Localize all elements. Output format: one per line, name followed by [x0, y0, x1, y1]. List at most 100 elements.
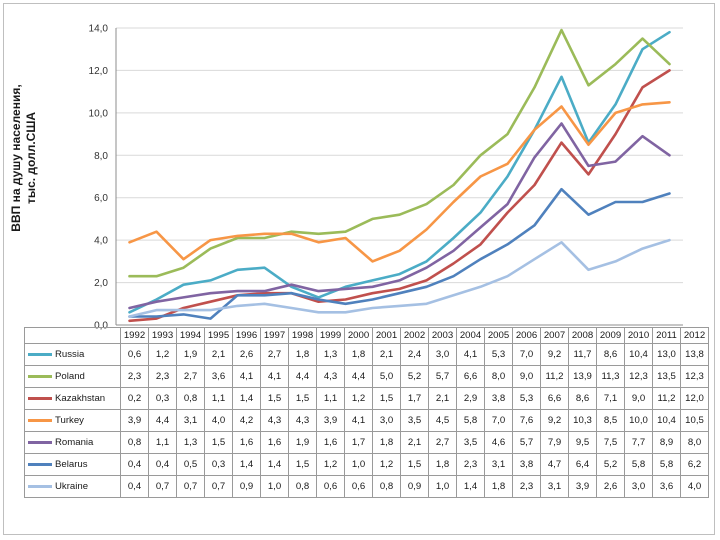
data-label: 3,0: [624, 475, 653, 498]
data-label: 8,6: [596, 343, 625, 366]
data-label: 3,9: [568, 475, 597, 498]
data-label: 9,2: [540, 343, 569, 366]
x-tick-label: 1996: [232, 327, 261, 344]
data-label: 6,4: [568, 453, 597, 476]
data-label: 1,4: [232, 387, 261, 410]
table-row-russia: Russia 0,6 1,2 1,9 2,1 2,6 2,7 1,8 1,3 1,8 2,1 2,4 3…: [24, 343, 709, 366]
data-label: 4,0: [204, 409, 233, 432]
legend-entry-ukraine: Ukraine: [24, 475, 121, 498]
data-label: 3,8: [484, 387, 513, 410]
data-label: 4,3: [260, 409, 289, 432]
data-label: 8,0: [680, 431, 709, 454]
data-label: 0,4: [120, 453, 149, 476]
data-label: 5,7: [428, 365, 457, 388]
data-label: 3,9: [120, 409, 149, 432]
data-label: 1,0: [260, 475, 289, 498]
data-label: 3,8: [512, 453, 541, 476]
data-label: 1,1: [204, 387, 233, 410]
data-label: 1,8: [344, 343, 373, 366]
data-label: 1,6: [232, 431, 261, 454]
data-label: 12,0: [680, 387, 709, 410]
data-label: 2,7: [428, 431, 457, 454]
legend-swatch: [28, 440, 52, 444]
x-tick-label: 1998: [288, 327, 317, 344]
data-label: 1,0: [428, 475, 457, 498]
data-label: 7,6: [512, 409, 541, 432]
data-label: 10,4: [652, 409, 681, 432]
data-label: 0,7: [148, 475, 177, 498]
legend-swatch: [28, 396, 52, 400]
data-label: 3,5: [456, 431, 485, 454]
data-label: 1,2: [344, 387, 373, 410]
data-label: 0,8: [288, 475, 317, 498]
data-label: 2,3: [456, 453, 485, 476]
legend-label: Russia: [55, 348, 85, 360]
data-label: 3,6: [652, 475, 681, 498]
data-label: 2,7: [176, 365, 205, 388]
data-label: 1,9: [176, 343, 205, 366]
x-tick-label: 1992: [120, 327, 149, 344]
data-label: 9,0: [512, 365, 541, 388]
table-row-turkey: Turkey 3,9 4,4 3,1 4,0 4,2 4,3 4,3 3,9 4,1 3,0 3,5 4…: [24, 409, 709, 432]
data-label: 2,1: [372, 343, 401, 366]
data-label: 4,1: [232, 365, 261, 388]
x-tick-label: 2001: [372, 327, 401, 344]
data-label: 0,6: [316, 475, 345, 498]
data-label: 5,0: [372, 365, 401, 388]
x-tick-label: 2010: [624, 327, 653, 344]
data-label: 2,3: [512, 475, 541, 498]
legend-label: Turkey: [55, 414, 84, 426]
data-label: 4,1: [344, 409, 373, 432]
table-row-ukraine: Ukraine 0,4 0,7 0,7 0,7 0,9 1,0 0,8 0,6 0,6 0,8 0,9…: [24, 475, 709, 498]
data-label: 0,7: [176, 475, 205, 498]
data-label: 2,7: [260, 343, 289, 366]
x-tick-label: 1997: [260, 327, 289, 344]
legend-entry-belarus: Belarus: [24, 453, 121, 476]
x-tick-label: 1993: [148, 327, 177, 344]
data-label: 7,7: [624, 431, 653, 454]
legend-label: Kazakhstan: [55, 392, 106, 404]
data-label: 0,2: [120, 387, 149, 410]
data-label: 4,7: [540, 453, 569, 476]
data-label: 12,3: [624, 365, 653, 388]
data-label: 11,2: [652, 387, 681, 410]
data-label: 1,8: [288, 343, 317, 366]
data-label: 0,6: [120, 343, 149, 366]
table-row-kazakhstan: Kazakhstan 0,2 0,3 0,8 1,1 1,4 1,5 1,5 1,1 1,2 1,5…: [24, 387, 709, 410]
data-label: 1,1: [316, 387, 345, 410]
data-label: 1,5: [400, 453, 429, 476]
data-label: 5,8: [456, 409, 485, 432]
data-label: 1,4: [232, 453, 261, 476]
data-label: 13,5: [652, 365, 681, 388]
data-label: 3,6: [204, 365, 233, 388]
data-label: 6,6: [540, 387, 569, 410]
data-label: 6,2: [680, 453, 709, 476]
data-label: 13,9: [568, 365, 597, 388]
legend-swatch: [28, 374, 52, 378]
data-label: 1,0: [344, 453, 373, 476]
x-tick-label: 2009: [596, 327, 625, 344]
data-label: 1,6: [316, 431, 345, 454]
data-label: 0,9: [400, 475, 429, 498]
data-label: 1,2: [316, 453, 345, 476]
x-tick-label: 2002: [400, 327, 429, 344]
x-tick-label: 1994: [176, 327, 205, 344]
data-label: 0,7: [204, 475, 233, 498]
year-header-row: 1992 1993 1994 1995 1996 1997 1998 1999 2000 2001…: [24, 327, 709, 344]
data-label: 1,1: [148, 431, 177, 454]
data-label: 10,3: [568, 409, 597, 432]
data-label: 1,4: [260, 453, 289, 476]
data-label: 2,3: [120, 365, 149, 388]
data-label: 11,3: [596, 365, 625, 388]
table-row-poland: Poland 2,3 2,3 2,7 3,6 4,1 4,1 4,4 4,3 4,4 5,0 5,2 5…: [24, 365, 709, 388]
data-label: 12,3: [680, 365, 709, 388]
data-label: 4,0: [680, 475, 709, 498]
data-label: 4,4: [344, 365, 373, 388]
legend-swatch: [28, 484, 52, 488]
legend-entry-kazakhstan: Kazakhstan: [24, 387, 121, 410]
data-label: 5,2: [596, 453, 625, 476]
data-label: 4,3: [288, 409, 317, 432]
data-label: 5,3: [484, 343, 513, 366]
data-label: 4,6: [484, 431, 513, 454]
data-label: 5,2: [400, 365, 429, 388]
